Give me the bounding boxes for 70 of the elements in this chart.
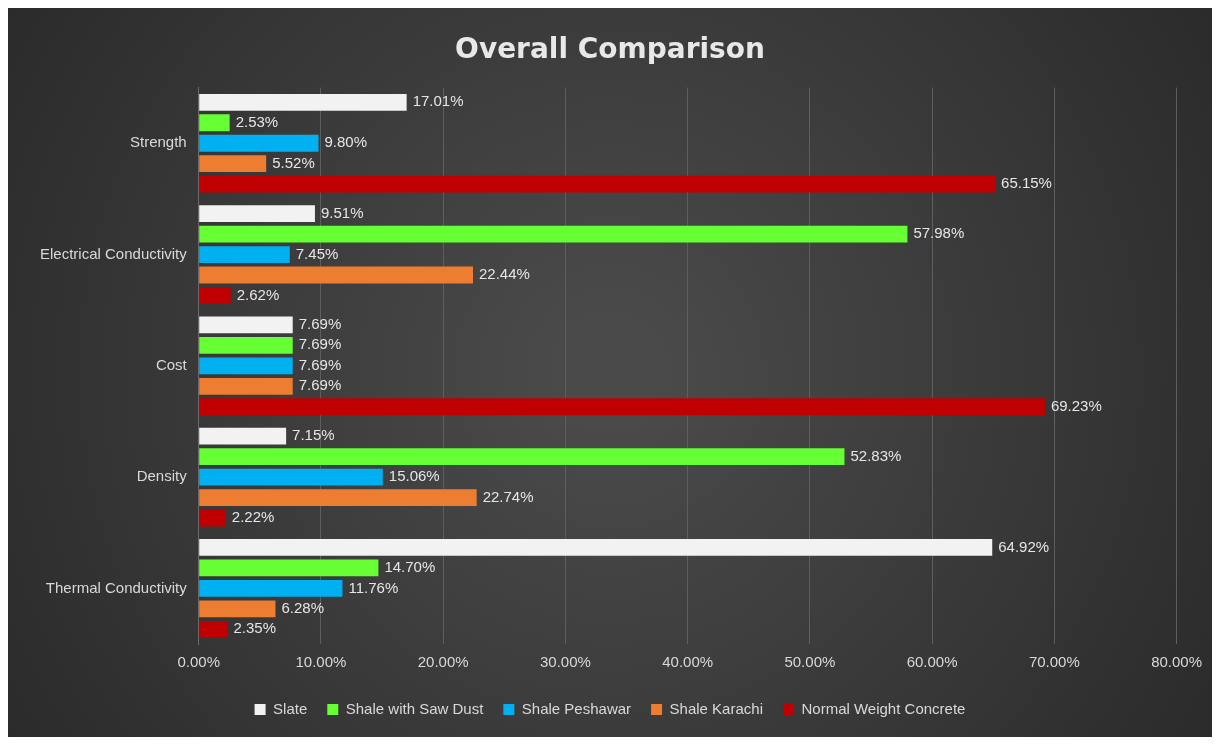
bar xyxy=(199,266,473,284)
data-label: 7.69% xyxy=(298,335,342,353)
y-tick-label: Electrical Conductivity xyxy=(40,244,188,262)
data-label: 7.69% xyxy=(298,355,342,373)
data-label: 6.28% xyxy=(281,598,325,616)
data-label: 2.53% xyxy=(235,112,279,130)
legend-label: Shale Karachi xyxy=(669,699,763,717)
data-label: 2.62% xyxy=(236,285,280,303)
legend-label: Slate xyxy=(273,699,308,717)
y-tick-label: Thermal Conductivity xyxy=(45,578,188,596)
data-label: 7.69% xyxy=(298,376,342,394)
bar xyxy=(199,155,267,173)
data-label: 14.70% xyxy=(384,558,436,576)
bar xyxy=(199,427,287,445)
bar xyxy=(199,316,293,334)
data-label: 69.23% xyxy=(1050,396,1102,414)
x-tick-label: 70.00% xyxy=(1028,653,1080,671)
data-label: 7.45% xyxy=(295,244,339,262)
x-tick-label: 10.00% xyxy=(295,653,347,671)
chart-title: Overall Comparison xyxy=(455,32,765,66)
data-label: 5.52% xyxy=(272,153,315,171)
data-label: 9.51% xyxy=(320,203,364,221)
bar xyxy=(199,620,228,638)
x-tick-label: 30.00% xyxy=(539,653,591,671)
data-label: 2.22% xyxy=(231,508,275,526)
x-tick-label: 60.00% xyxy=(906,653,958,671)
data-label: 15.06% xyxy=(388,467,440,485)
data-label: 57.98% xyxy=(913,224,965,242)
bar xyxy=(199,93,407,111)
bar xyxy=(199,205,315,222)
x-tick-label: 0.00% xyxy=(177,653,220,671)
bar xyxy=(199,114,230,132)
legend-label: Normal Weight Concrete xyxy=(801,699,966,717)
bar xyxy=(199,336,293,354)
bar xyxy=(199,489,477,506)
data-label: 17.01% xyxy=(412,92,464,110)
y-tick-label: Strength xyxy=(130,133,187,151)
x-tick-label: 50.00% xyxy=(784,653,836,671)
bar xyxy=(199,539,993,556)
bar xyxy=(199,225,908,243)
bar xyxy=(199,600,276,618)
data-label: 11.76% xyxy=(348,578,399,596)
bar xyxy=(199,377,293,395)
bar xyxy=(199,398,1045,416)
legend-label: Shale with Saw Dust xyxy=(345,699,485,717)
data-label: 52.83% xyxy=(850,446,902,464)
bar xyxy=(199,287,231,304)
data-label: 9.80% xyxy=(324,133,368,151)
legend-label: Shale Peshawar xyxy=(521,699,632,717)
x-tick-label: 80.00% xyxy=(1151,653,1202,671)
bar xyxy=(199,134,319,152)
bar xyxy=(199,468,383,486)
data-label: 2.35% xyxy=(233,619,276,637)
x-tick-label: 40.00% xyxy=(662,653,714,671)
bar xyxy=(199,559,379,577)
bar xyxy=(199,357,293,375)
data-label: 22.74% xyxy=(482,487,534,505)
bar xyxy=(199,579,343,597)
data-label: 7.69% xyxy=(298,314,342,332)
data-label: 65.15% xyxy=(1001,174,1052,192)
bar xyxy=(199,448,845,465)
data-label: 7.15% xyxy=(292,426,335,444)
bar xyxy=(199,509,226,527)
y-tick-label: Cost xyxy=(155,355,188,373)
data-label: 64.92% xyxy=(998,537,1050,555)
data-label: 22.44% xyxy=(479,265,530,283)
y-tick-label: Density xyxy=(136,467,188,485)
x-tick-label: 20.00% xyxy=(417,653,469,671)
bar xyxy=(199,246,290,263)
bar xyxy=(199,175,996,193)
